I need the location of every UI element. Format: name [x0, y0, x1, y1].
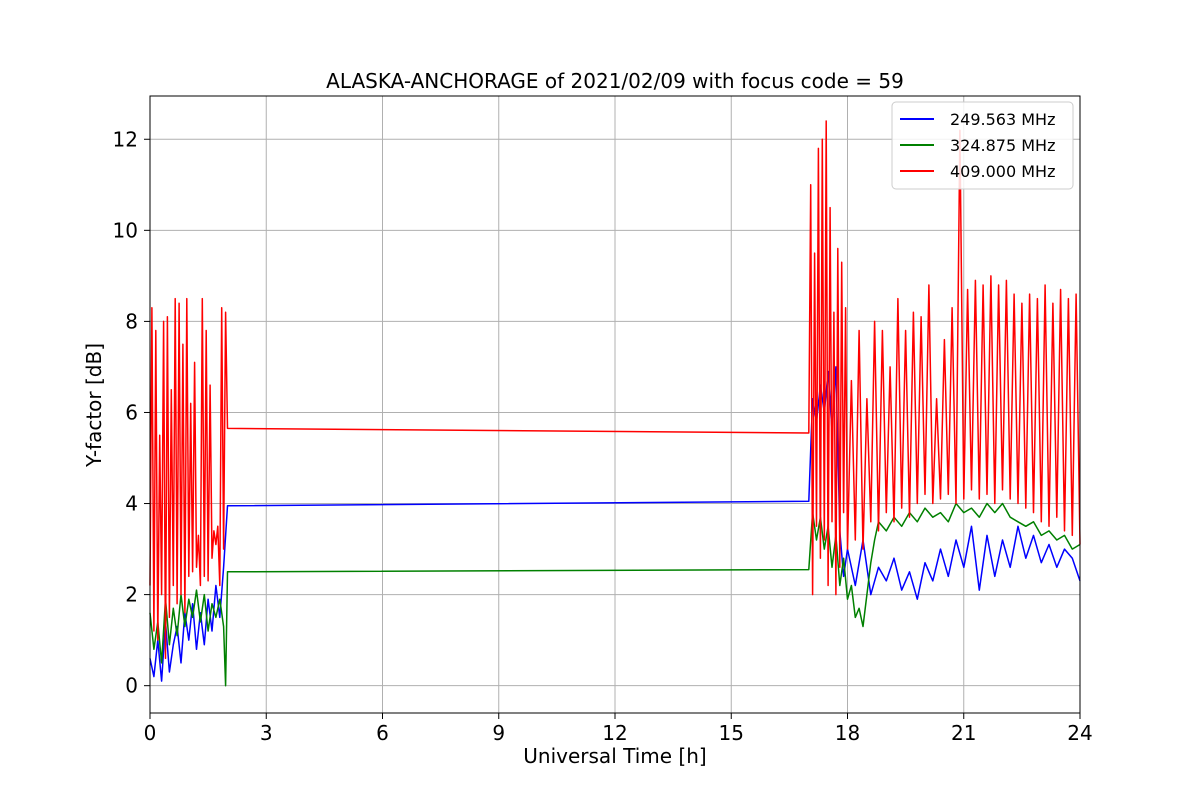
x-tick-label-0: 0 — [144, 721, 157, 745]
x-tick-label-6: 18 — [835, 721, 860, 745]
legend-label-2: 409.000 MHz — [950, 162, 1055, 181]
legend: 249.563 MHz 324.875 MHz 409.000 MHz — [891, 101, 1074, 190]
legend-box — [891, 101, 1074, 190]
chart-title: ALASKA-ANCHORAGE of 2021/02/09 with focu… — [326, 69, 904, 93]
y-tick-label-0: 0 — [125, 674, 138, 698]
legend-label-1: 324.875 MHz — [950, 136, 1055, 155]
y-tick-label-1: 2 — [125, 583, 138, 607]
x-axis-label: Universal Time [h] — [523, 744, 706, 768]
series-line-0 — [149, 366, 1081, 682]
y-tick-label-3: 6 — [125, 400, 138, 424]
y-tick-label-5: 10 — [113, 218, 138, 242]
x-tick-label-5: 15 — [719, 721, 744, 745]
y-axis-label: Y-factor [dB] — [82, 343, 106, 468]
series-line-2 — [149, 120, 1081, 660]
series-layer — [149, 120, 1081, 687]
x-tick-label-4: 12 — [602, 721, 627, 745]
x-tick-label-1: 3 — [260, 721, 273, 745]
y-tick-label-2: 4 — [125, 492, 138, 516]
series-line-1 — [149, 502, 1081, 687]
y-tick-label-4: 8 — [125, 309, 138, 333]
x-tick-label-7: 21 — [951, 721, 976, 745]
y-tick-label-6: 12 — [113, 127, 138, 151]
x-tick-label-8: 24 — [1067, 721, 1092, 745]
legend-label-0: 249.563 MHz — [950, 110, 1055, 129]
x-tick-label-2: 6 — [376, 721, 389, 745]
x-tick-label-3: 9 — [492, 721, 505, 745]
